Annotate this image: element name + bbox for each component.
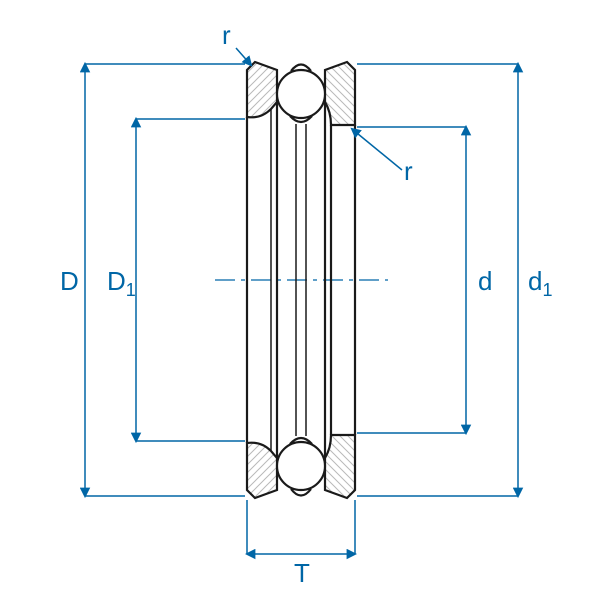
bottom-section [247,435,355,498]
ball-bottom [277,442,325,490]
dimension-d1 [357,64,518,496]
dimension-r-left [236,48,251,65]
label-r-left: r [222,20,231,50]
label-D1: D1 [107,266,136,300]
right-race-bottom [325,435,355,498]
left-race-bottom [247,443,277,498]
label-d1: d1 [528,266,552,300]
right-race-top [325,62,355,125]
label-D: D [60,266,79,296]
label-T: T [294,558,310,588]
label-d: d [478,266,492,296]
dimension-r-right [352,129,402,170]
top-section [247,62,355,125]
left-race-top [247,62,277,117]
label-r-right: r [404,156,413,186]
ball-top [277,70,325,118]
dimension-T [247,500,355,554]
